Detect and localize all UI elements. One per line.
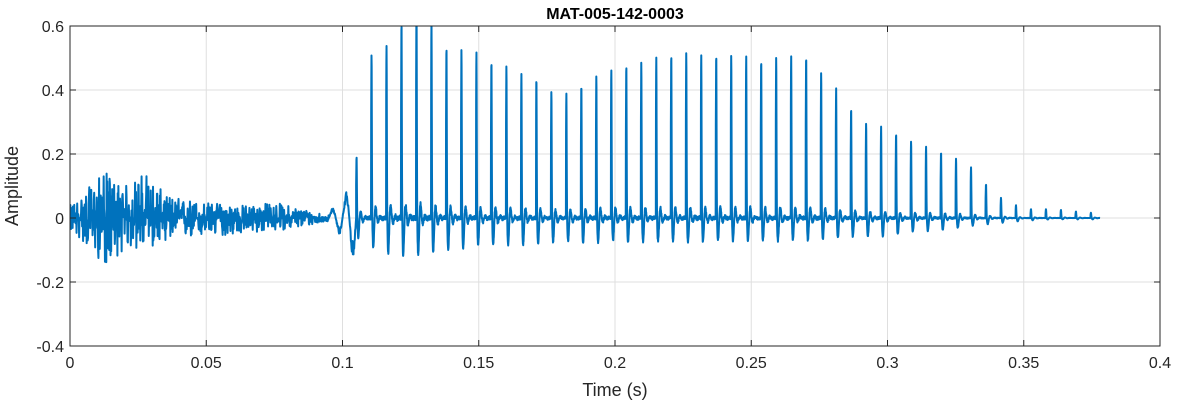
y-tick-label: 0.6 (42, 19, 64, 36)
y-tick-label: -0.4 (36, 339, 64, 356)
waveform-line (70, 26, 1101, 264)
y-tick-labels: -0.4 -0.2 0 0.2 0.4 0.6 (36, 19, 64, 356)
x-tick-labels: 0 0.05 0.1 0.15 0.2 0.25 0.3 0.35 0.4 (66, 355, 1172, 372)
x-tick-label: 0.1 (331, 355, 353, 372)
ticks (69, 25, 1161, 347)
y-tick-label: 0.4 (42, 83, 64, 100)
plot-series (70, 26, 1101, 264)
x-tick-label: 0.05 (191, 355, 222, 372)
x-tick-label: 0 (66, 355, 75, 372)
x-tick-label: 0.35 (1008, 355, 1039, 372)
x-tick-label: 0.2 (604, 355, 626, 372)
y-tick-label: -0.2 (36, 275, 64, 292)
x-axis-label: Time (s) (582, 380, 647, 400)
chart-title: MAT-005-142-0003 (546, 6, 684, 23)
x-tick-label: 0.25 (736, 355, 767, 372)
y-tick-label: 0.2 (42, 147, 64, 164)
x-tick-label: 0.3 (876, 355, 898, 372)
y-tick-label: 0 (55, 211, 64, 228)
y-axis-label: Amplitude (2, 146, 22, 226)
x-tick-label: 0.15 (463, 355, 494, 372)
x-tick-label: 0.4 (1149, 355, 1171, 372)
